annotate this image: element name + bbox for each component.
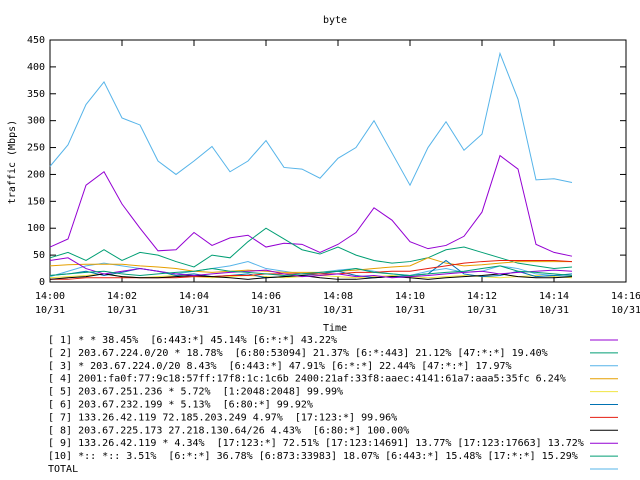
y-tick-label: 0 bbox=[39, 277, 45, 288]
x-tick-label: 10/31 bbox=[35, 305, 65, 316]
y-tick-label: 450 bbox=[27, 35, 45, 46]
legend-label: [ 5] 203.67.251.236 * 5.72% [1:2048:2048… bbox=[48, 387, 343, 398]
x-tick-label: 14:14 bbox=[539, 291, 569, 302]
x-tick-label: 10/31 bbox=[467, 305, 497, 316]
legend-label: [ 3] * 203.67.224.0/20 8.43% [6:443:*] 4… bbox=[48, 361, 512, 372]
x-tick-label: 10/31 bbox=[611, 305, 640, 316]
x-tick-label: 10/31 bbox=[179, 305, 209, 316]
series-line bbox=[49, 257, 573, 279]
x-axis-label: Time bbox=[323, 323, 347, 334]
chart-title: byte bbox=[323, 15, 347, 26]
legend-label: [ 8] 203.67.225.173 27.218.130.64/26 4.4… bbox=[48, 425, 409, 436]
x-tick-label: 10/31 bbox=[323, 305, 353, 316]
legend-label: [ 1] * * 38.45% [6:443:*] 45.14% [6:*:*]… bbox=[48, 335, 337, 346]
x-tick-label: 14:04 bbox=[179, 291, 209, 302]
y-tick-label: 250 bbox=[27, 143, 45, 154]
series-line bbox=[49, 227, 573, 270]
x-tick-label: 14:10 bbox=[395, 291, 425, 302]
series-line bbox=[49, 259, 573, 279]
y-tick-label: 50 bbox=[33, 250, 45, 261]
y-tick-label: 150 bbox=[27, 196, 45, 207]
y-tick-label: 300 bbox=[27, 116, 45, 127]
x-tick-label: 10/31 bbox=[395, 305, 425, 316]
x-tick-label: 14:02 bbox=[107, 291, 137, 302]
y-tick-label: 400 bbox=[27, 62, 45, 73]
x-tick-label: 14:16 bbox=[611, 291, 640, 302]
series-line bbox=[49, 273, 573, 280]
series-line bbox=[49, 51, 573, 187]
y-tick-label: 200 bbox=[27, 169, 45, 180]
y-tick-label: 350 bbox=[27, 89, 45, 100]
series-line bbox=[49, 257, 572, 273]
x-tick-label: 14:06 bbox=[251, 291, 281, 302]
legend-label: [ 4] 2001:fa0f:77:9c18:57ff:17f8:1c:1c6b… bbox=[48, 374, 566, 385]
x-tick-label: 14:08 bbox=[323, 291, 353, 302]
series-line bbox=[49, 154, 573, 257]
legend-label: [ 2] 203.67.224.0/20 * 18.78% [6:80:5309… bbox=[48, 348, 548, 359]
legend-label: [ 7] 133.26.42.119 72.185.203.249 4.97% … bbox=[48, 412, 397, 423]
y-axis-label: traffic (Mbps) bbox=[7, 120, 18, 204]
x-tick-label: 10/31 bbox=[539, 305, 569, 316]
x-tick-label: 10/31 bbox=[107, 305, 137, 316]
series-line bbox=[49, 265, 573, 277]
y-tick-label: 100 bbox=[27, 223, 45, 234]
legend-label: [ 6] 203.67.232.199 * 5.13% [6:80:*] 99.… bbox=[48, 400, 313, 411]
legend-label: [ 9] 133.26.42.119 * 4.34% [17:123:*] 72… bbox=[48, 438, 584, 449]
legend-label: [10] *:: *:: 3.51% [6:*:*] 36.78% [6:873… bbox=[48, 451, 578, 462]
x-tick-label: 14:00 bbox=[35, 291, 65, 302]
x-tick-label: 14:12 bbox=[467, 291, 497, 302]
legend-label: TOTAL bbox=[48, 464, 78, 475]
x-tick-label: 10/31 bbox=[251, 305, 281, 316]
